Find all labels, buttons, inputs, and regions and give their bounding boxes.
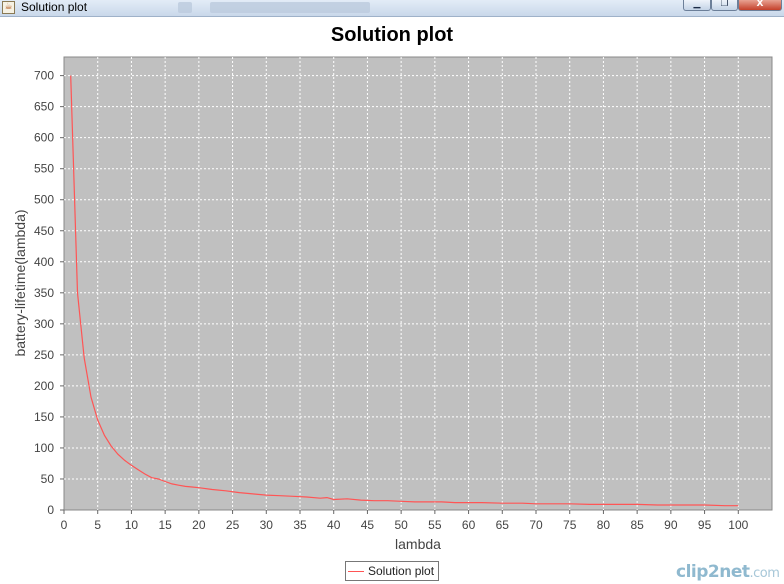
close-button[interactable]: X xyxy=(738,0,782,11)
y-tick-label: 500 xyxy=(34,193,54,207)
x-tick-label: 20 xyxy=(192,518,206,532)
x-tick-label: 15 xyxy=(158,518,172,532)
x-axis-ticks: 0 5 10 15 20 25 30 35 40 45 50 55 60 65 70 75 80 85 90 95 10… xyxy=(61,510,749,532)
y-tick-label: 350 xyxy=(34,286,54,300)
watermark-suffix: .com xyxy=(749,566,780,581)
x-axis-label: lambda xyxy=(395,536,441,552)
series-line-solution-plot xyxy=(70,75,739,507)
y-tick-label: 100 xyxy=(34,441,54,455)
y-tick-label: 400 xyxy=(34,255,54,269)
y-tick-label: 150 xyxy=(34,410,54,424)
chart-title: Solution plot xyxy=(330,24,454,46)
grid-lines xyxy=(64,57,772,510)
watermark-brand: clip2net xyxy=(676,562,750,582)
y-tick-label: 700 xyxy=(34,69,54,83)
y-tick-label: 0 xyxy=(47,503,54,517)
x-tick-label: 60 xyxy=(462,518,476,532)
x-tick-label: 75 xyxy=(563,518,577,532)
y-tick-label: 600 xyxy=(34,131,54,145)
legend: Solution plot xyxy=(345,561,440,581)
x-tick-label: 25 xyxy=(226,518,240,532)
minimize-button[interactable]: ▁ xyxy=(683,0,711,11)
y-tick-label: 300 xyxy=(34,317,54,331)
taskbar-blur-tab xyxy=(210,2,370,13)
x-tick-label: 85 xyxy=(630,518,644,532)
x-tick-label: 65 xyxy=(496,518,510,532)
x-tick-label: 0 xyxy=(61,518,68,532)
x-tick-label: 50 xyxy=(394,518,408,532)
window-titlebar[interactable]: ☕ Solution plot ▁ ❐ X xyxy=(0,0,784,17)
x-tick-label: 80 xyxy=(597,518,611,532)
maximize-button[interactable]: ❐ xyxy=(711,0,738,11)
x-tick-label: 30 xyxy=(260,518,274,532)
x-tick-label: 35 xyxy=(293,518,307,532)
watermark-logo: clip2net.com xyxy=(676,562,780,582)
y-tick-label: 200 xyxy=(34,379,54,393)
y-tick-label: 650 xyxy=(34,100,54,114)
y-tick-label: 50 xyxy=(41,472,55,486)
plot-area xyxy=(63,56,773,511)
y-tick-label: 450 xyxy=(34,224,54,238)
legend-swatch xyxy=(348,570,364,572)
y-axis-ticks: 0 50 100 150 200 250 300 350 400 450 500 550 600 650 7… xyxy=(34,69,64,517)
taskbar-blur-icon xyxy=(178,2,192,13)
x-tick-label: 40 xyxy=(327,518,341,532)
java-cup-icon: ☕ xyxy=(2,1,15,14)
x-tick-label: 95 xyxy=(698,518,712,532)
y-tick-label: 550 xyxy=(34,162,54,176)
x-tick-label: 90 xyxy=(664,518,678,532)
x-tick-label: 10 xyxy=(125,518,139,532)
legend-label: Solution plot xyxy=(368,564,435,578)
window-title: Solution plot xyxy=(21,0,88,14)
x-tick-label: 70 xyxy=(529,518,543,532)
x-tick-label: 100 xyxy=(728,518,748,532)
x-tick-label: 45 xyxy=(361,518,375,532)
series-group xyxy=(70,75,739,507)
y-tick-label: 250 xyxy=(34,348,54,362)
x-tick-label: 55 xyxy=(428,518,442,532)
x-tick-label: 5 xyxy=(94,518,101,532)
y-axis-label: battery-lifetime(lambda) xyxy=(12,209,28,356)
